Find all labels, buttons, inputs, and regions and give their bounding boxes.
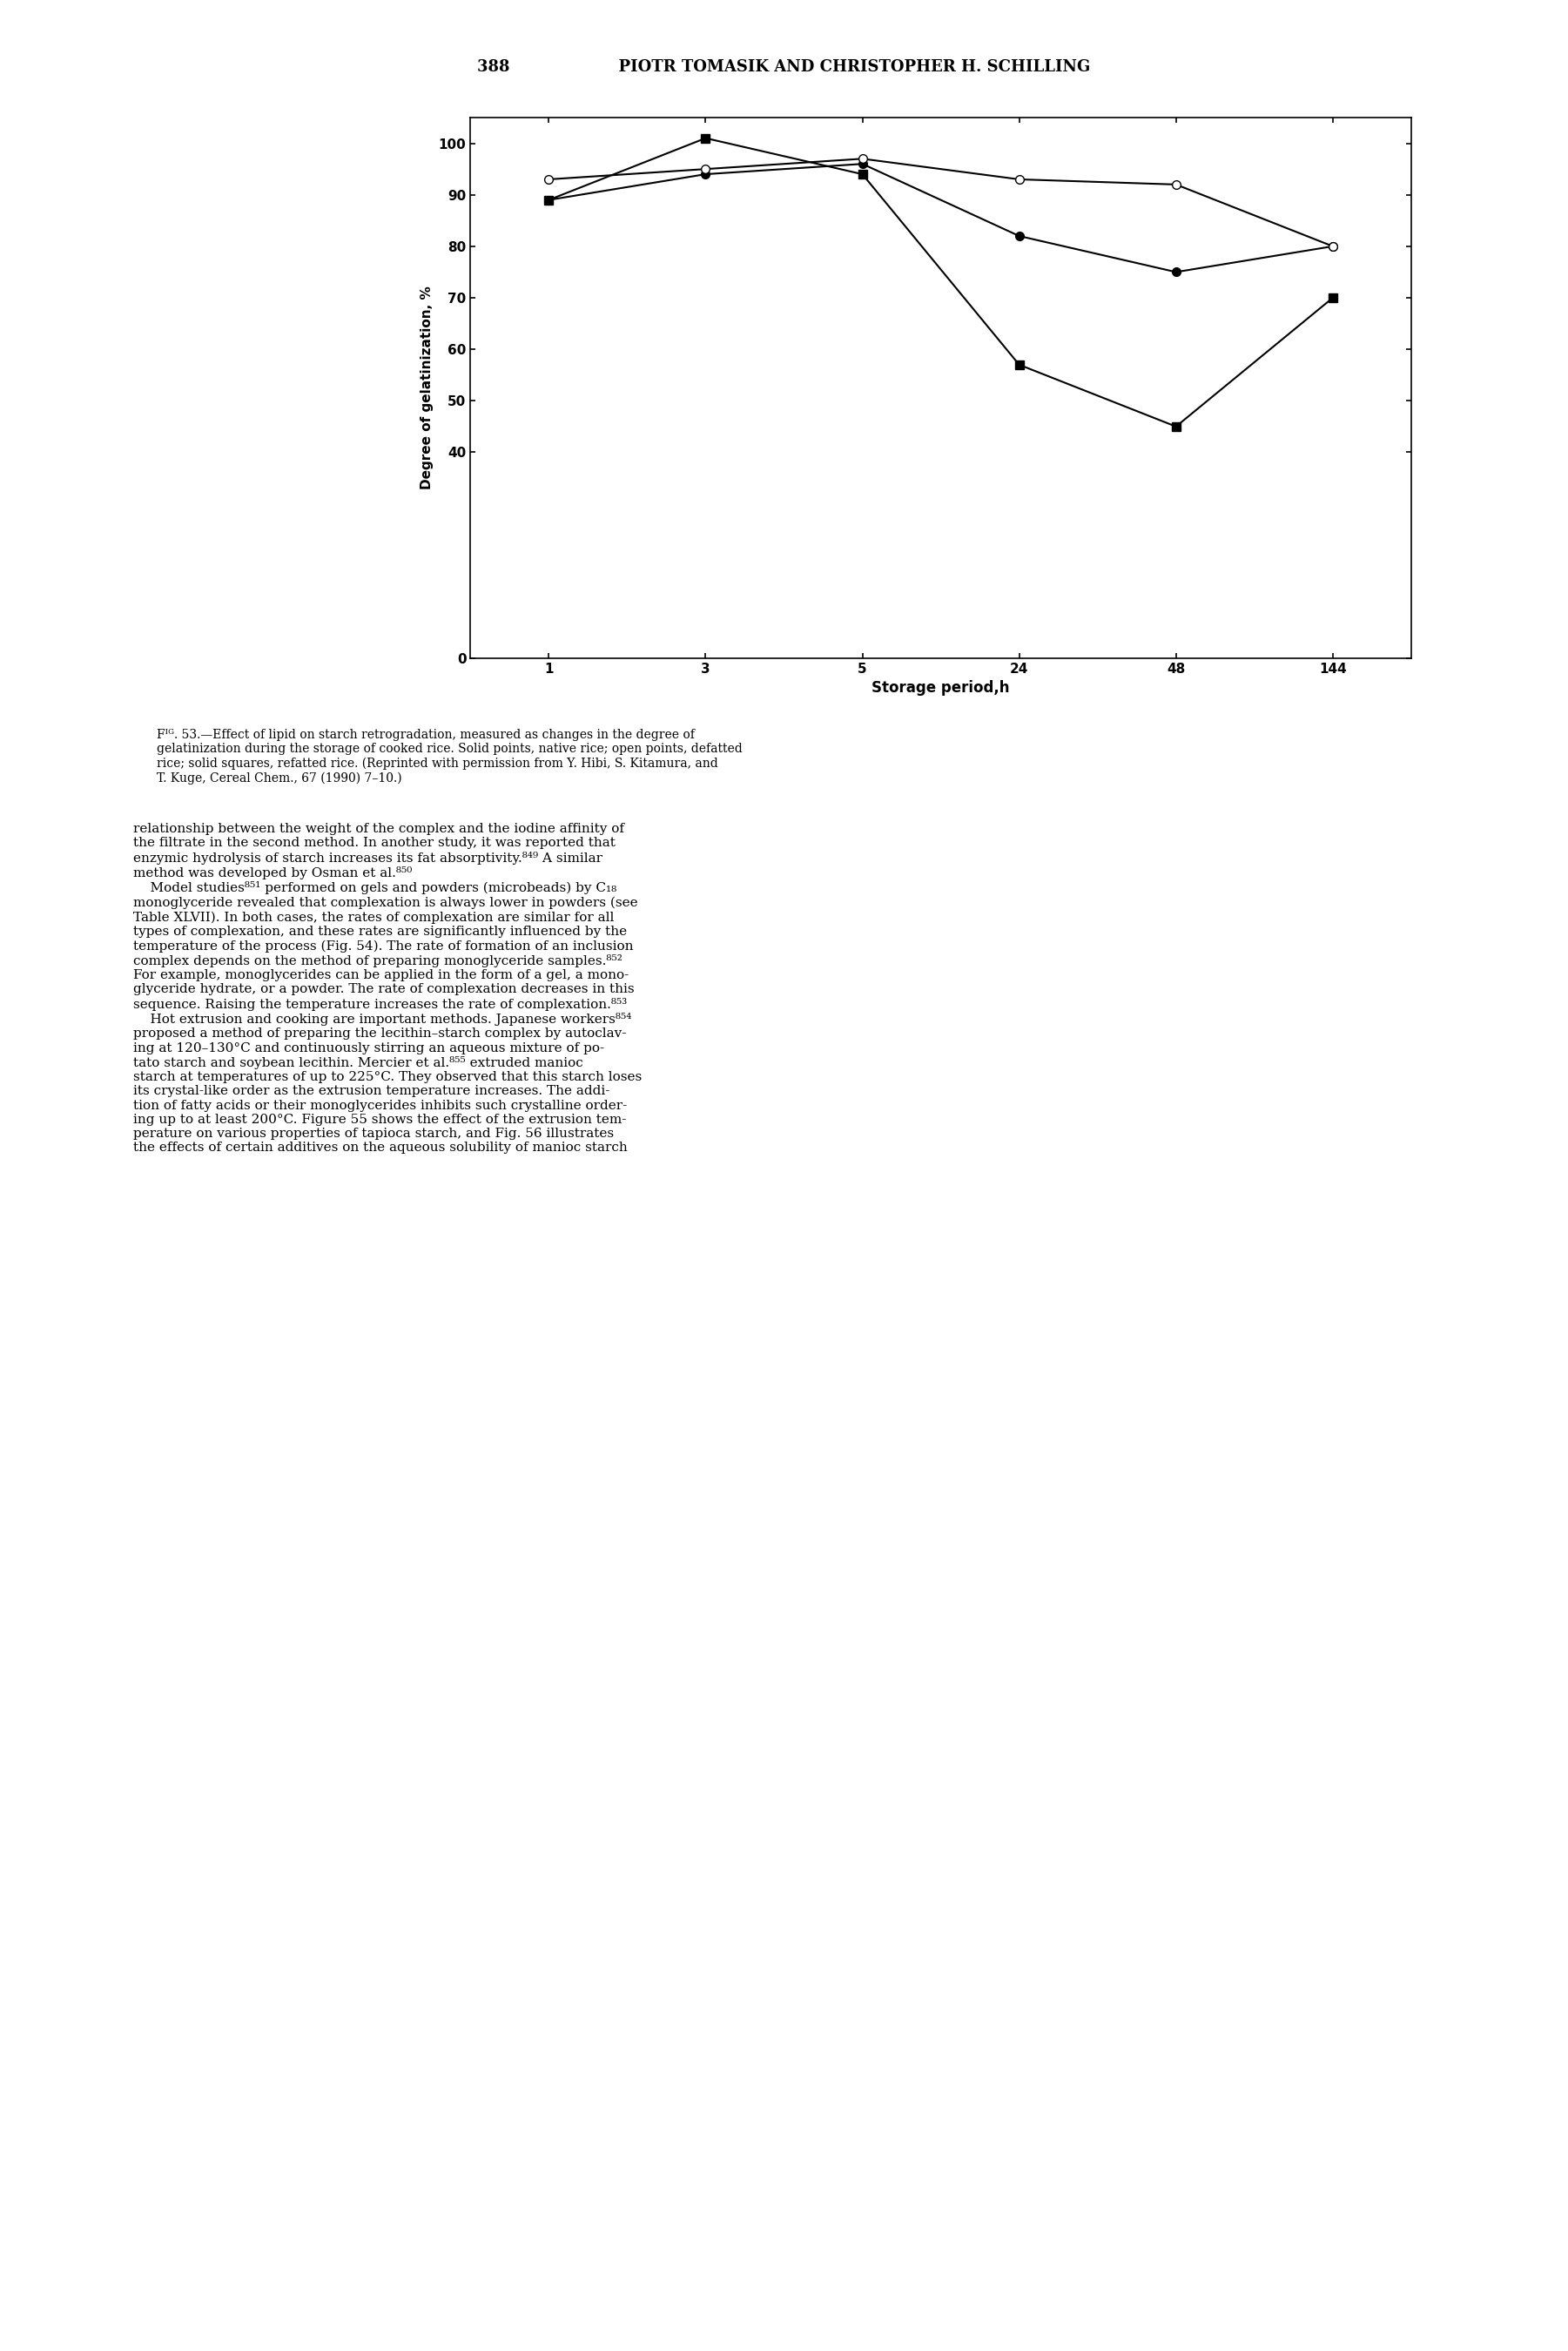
Y-axis label: Degree of gelatinization, %: Degree of gelatinization, % — [420, 287, 434, 489]
Text: Fᴵᴳ. 53.—Effect of lipid on starch retrogradation, measured as changes in the de: Fᴵᴳ. 53.—Effect of lipid on starch retro… — [157, 729, 743, 785]
Text: relationship between the weight of the complex and the iodine affinity of
the fi: relationship between the weight of the c… — [133, 823, 641, 1154]
X-axis label: Storage period,h: Storage period,h — [872, 679, 1010, 696]
Text: 388                    PIOTR TOMASIK AND CHRISTOPHER H. SCHILLING: 388 PIOTR TOMASIK AND CHRISTOPHER H. SCH… — [477, 59, 1091, 75]
